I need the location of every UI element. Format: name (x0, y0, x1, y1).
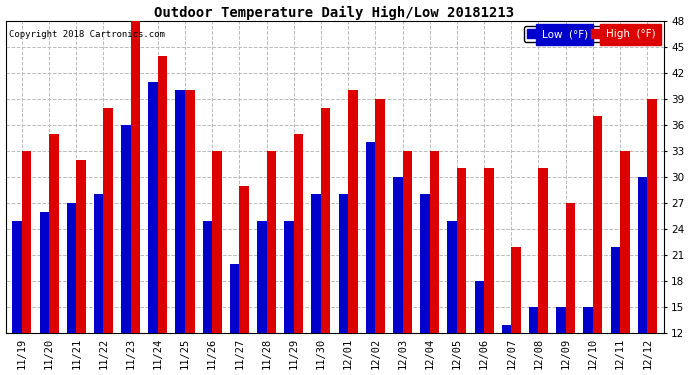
Bar (393, 177, 402, 333)
Bar (213, 151, 221, 333)
Bar (593, 116, 602, 333)
Bar (457, 168, 466, 333)
Bar (148, 82, 158, 333)
Bar (239, 186, 249, 333)
Bar (430, 151, 440, 333)
Bar (185, 90, 195, 333)
Bar (104, 108, 113, 333)
Bar (611, 246, 620, 333)
Bar (556, 307, 566, 333)
Bar (12, 220, 22, 333)
Bar (294, 134, 304, 333)
Bar (130, 21, 140, 333)
Bar (447, 220, 457, 333)
Bar (94, 195, 104, 333)
Bar (420, 195, 430, 333)
Bar (366, 142, 375, 333)
Bar (339, 195, 348, 333)
Bar (284, 220, 294, 333)
Bar (620, 151, 629, 333)
Bar (203, 220, 213, 333)
Bar (49, 134, 59, 333)
Bar (484, 168, 493, 333)
Bar (266, 151, 276, 333)
Legend: Low  (°F), High  (°F): Low (°F), High (°F) (524, 26, 658, 42)
Bar (375, 99, 385, 333)
Bar (175, 90, 185, 333)
Bar (348, 90, 357, 333)
Bar (566, 203, 575, 333)
Bar (39, 212, 49, 333)
Bar (67, 203, 77, 333)
Bar (321, 108, 331, 333)
Bar (529, 307, 538, 333)
Bar (22, 151, 31, 333)
Bar (583, 307, 593, 333)
Bar (511, 246, 521, 333)
Bar (158, 56, 168, 333)
Bar (638, 177, 647, 333)
Bar (475, 281, 484, 333)
Bar (538, 168, 548, 333)
Bar (77, 160, 86, 333)
Text: Copyright 2018 Cartronics.com: Copyright 2018 Cartronics.com (9, 30, 165, 39)
Bar (230, 264, 239, 333)
Bar (402, 151, 412, 333)
Bar (311, 195, 321, 333)
Bar (257, 220, 266, 333)
Title: Outdoor Temperature Daily High/Low 20181213: Outdoor Temperature Daily High/Low 20181… (155, 6, 515, 20)
Bar (121, 125, 130, 333)
Bar (502, 325, 511, 333)
Bar (647, 99, 657, 333)
